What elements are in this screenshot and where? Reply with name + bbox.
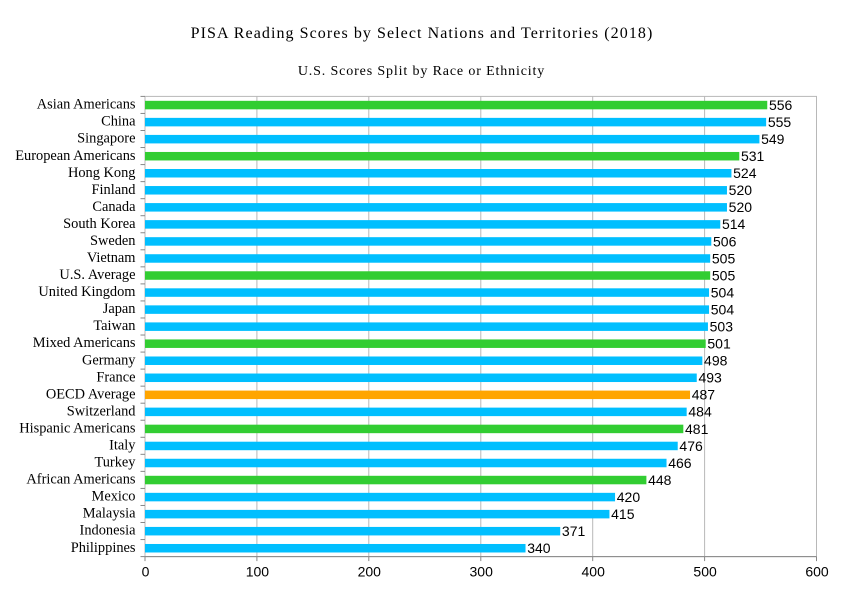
svg-text:340: 340 bbox=[527, 540, 551, 556]
svg-text:Hong Kong: Hong Kong bbox=[68, 165, 136, 181]
svg-text:493: 493 bbox=[698, 370, 722, 386]
svg-text:520: 520 bbox=[729, 199, 753, 215]
svg-text:PISA Reading Scores by Select: PISA Reading Scores by Select Nations an… bbox=[191, 25, 654, 42]
svg-text:Hispanic Americans: Hispanic Americans bbox=[19, 420, 136, 436]
svg-text:549: 549 bbox=[761, 131, 785, 147]
svg-text:South Korea: South Korea bbox=[63, 216, 136, 232]
svg-text:OECD Average: OECD Average bbox=[46, 386, 136, 402]
svg-text:371: 371 bbox=[562, 523, 586, 539]
svg-text:Sweden: Sweden bbox=[90, 233, 136, 249]
svg-text:100: 100 bbox=[246, 564, 270, 580]
svg-text:466: 466 bbox=[668, 455, 692, 471]
svg-text:Taiwan: Taiwan bbox=[93, 318, 135, 334]
svg-text:487: 487 bbox=[692, 387, 716, 403]
svg-text:Indonesia: Indonesia bbox=[80, 523, 137, 539]
svg-text:481: 481 bbox=[685, 421, 709, 437]
svg-text:Philippines: Philippines bbox=[71, 540, 136, 556]
svg-text:0: 0 bbox=[142, 564, 150, 580]
svg-text:Italy: Italy bbox=[109, 438, 136, 454]
svg-text:476: 476 bbox=[679, 438, 703, 454]
svg-text:415: 415 bbox=[611, 506, 635, 522]
svg-text:498: 498 bbox=[704, 353, 728, 369]
svg-text:Singapore: Singapore bbox=[77, 131, 135, 147]
svg-text:European Americans: European Americans bbox=[15, 148, 136, 164]
svg-text:400: 400 bbox=[582, 564, 606, 580]
svg-text:555: 555 bbox=[768, 114, 792, 130]
svg-text:505: 505 bbox=[712, 267, 736, 283]
svg-text:Vietnam: Vietnam bbox=[87, 250, 136, 266]
svg-text:U.S. Scores Split by Race or E: U.S. Scores Split by Race or Ethnicity bbox=[298, 64, 545, 79]
svg-text:501: 501 bbox=[707, 336, 731, 352]
svg-text:484: 484 bbox=[688, 404, 712, 420]
svg-text:504: 504 bbox=[711, 301, 735, 317]
svg-text:U.S. Average: U.S. Average bbox=[59, 267, 135, 283]
svg-text:500: 500 bbox=[693, 564, 717, 580]
svg-text:200: 200 bbox=[358, 564, 382, 580]
svg-text:Japan: Japan bbox=[103, 301, 136, 317]
svg-text:Canada: Canada bbox=[92, 199, 136, 215]
svg-text:France: France bbox=[96, 369, 135, 385]
svg-text:556: 556 bbox=[769, 97, 793, 113]
svg-text:524: 524 bbox=[733, 165, 757, 181]
svg-text:504: 504 bbox=[711, 284, 735, 300]
svg-text:Finland: Finland bbox=[92, 182, 137, 198]
svg-text:Mexico: Mexico bbox=[92, 489, 136, 505]
svg-text:531: 531 bbox=[741, 148, 765, 164]
svg-text:503: 503 bbox=[710, 319, 734, 335]
svg-text:514: 514 bbox=[722, 216, 746, 232]
svg-text:600: 600 bbox=[805, 564, 829, 580]
svg-text:420: 420 bbox=[617, 489, 641, 505]
svg-text:Germany: Germany bbox=[82, 352, 136, 368]
svg-text:448: 448 bbox=[648, 472, 672, 488]
svg-text:505: 505 bbox=[712, 250, 736, 266]
svg-text:Malaysia: Malaysia bbox=[83, 506, 136, 522]
svg-text:Asian Americans: Asian Americans bbox=[37, 97, 136, 113]
svg-text:Switzerland: Switzerland bbox=[67, 403, 137, 419]
svg-text:Turkey: Turkey bbox=[94, 455, 136, 471]
svg-text:United Kingdom: United Kingdom bbox=[38, 284, 135, 300]
svg-text:African Americans: African Americans bbox=[26, 472, 135, 488]
svg-text:Mixed Americans: Mixed Americans bbox=[33, 335, 136, 351]
svg-text:300: 300 bbox=[470, 564, 494, 580]
svg-text:506: 506 bbox=[713, 233, 737, 249]
svg-text:520: 520 bbox=[729, 182, 753, 198]
svg-text:China: China bbox=[101, 114, 136, 130]
